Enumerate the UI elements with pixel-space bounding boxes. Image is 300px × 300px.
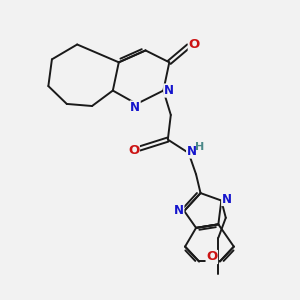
Text: O: O [128, 143, 139, 157]
Text: O: O [188, 38, 200, 51]
Text: N: N [164, 84, 174, 97]
Text: H: H [195, 142, 205, 152]
Text: O: O [206, 250, 218, 263]
Text: N: N [174, 204, 184, 217]
Text: N: N [187, 145, 196, 158]
Text: N: N [130, 101, 140, 114]
Text: N: N [222, 193, 232, 206]
